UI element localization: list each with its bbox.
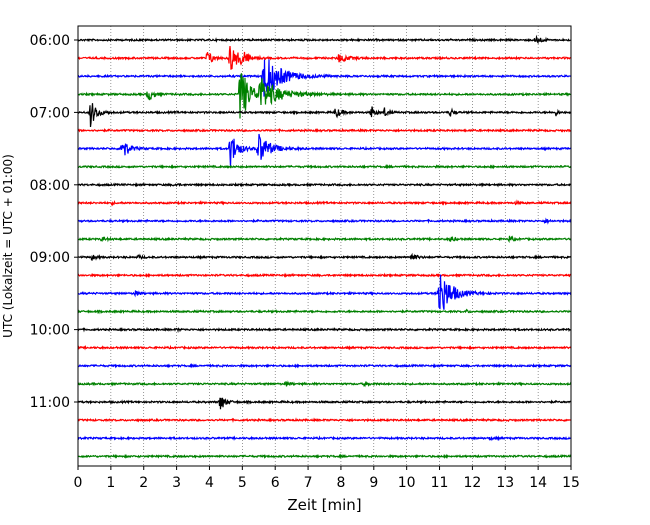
y-ticks: 06:00 07:00 08:00 09:00 10:00 11:00 <box>30 33 78 411</box>
x-tick-label: 7 <box>304 475 313 491</box>
grid-layer <box>110 26 539 466</box>
x-tick-label: 0 <box>74 475 83 491</box>
seismogram-trace-0830 <box>77 217 572 225</box>
x-tick-label: 13 <box>496 475 514 491</box>
y-axis-label: UTC (Lokalzeit = UTC + 01:00) <box>1 154 15 338</box>
seismogram-trace-0900 <box>77 252 572 261</box>
seismogram-trace-0600 <box>77 34 572 45</box>
x-axis-label: Zeit [min] <box>287 496 361 514</box>
x-tick-label: 2 <box>139 475 148 491</box>
y-tick-label: 09:00 <box>30 250 70 266</box>
seismogram-trace-0915 <box>77 272 572 279</box>
x-tick-label: 10 <box>398 475 416 491</box>
seismogram-trace-1000 <box>77 326 572 334</box>
seismogram-trace-0700 <box>77 103 572 128</box>
y-tick-label: 07:00 <box>30 105 70 121</box>
seismogram-trace-0930 <box>77 274 572 310</box>
seismogram-trace-1030 <box>77 362 572 369</box>
x-tick-label: 4 <box>205 475 214 491</box>
x-tick-label: 5 <box>238 475 247 491</box>
seismogram-trace-0845 <box>77 235 572 244</box>
seismogram-trace-1115 <box>77 417 572 423</box>
x-tick-label: 15 <box>562 475 580 491</box>
y-tick-label: 06:00 <box>30 33 70 49</box>
seismogram-trace-1015 <box>77 344 572 351</box>
x-tick-label: 9 <box>369 475 378 491</box>
seismogram-trace-0800 <box>77 181 572 188</box>
x-tick-label: 11 <box>431 475 449 491</box>
trace-layer <box>77 34 572 460</box>
x-tick-label: 8 <box>336 475 345 491</box>
x-tick-label: 14 <box>529 475 547 491</box>
seismogram-trace-0615 <box>77 45 572 70</box>
x-tick-label: 6 <box>271 475 280 491</box>
seismogram-trace-0630 <box>77 59 572 97</box>
x-tick-label: 1 <box>106 475 115 491</box>
seismogram-trace-1145 <box>77 453 572 460</box>
seismogram-trace-0730 <box>77 133 572 168</box>
y-tick-label: 10:00 <box>30 323 70 339</box>
y-tick-label: 11:00 <box>30 395 70 411</box>
plot-frame <box>77 25 572 467</box>
seismogram-trace-0645 <box>77 73 572 119</box>
seismogram-trace-0815 <box>77 199 572 207</box>
seismogram-trace-0715 <box>77 127 572 134</box>
x-ticks: 0 1 2 3 4 5 6 7 8 9 10 11 12 13 14 15 <box>74 466 580 491</box>
y-tick-label: 08:00 <box>30 178 70 194</box>
seismogram-trace-1045 <box>77 380 572 388</box>
seismogram-trace-0745 <box>77 163 572 170</box>
seismogram-trace-1100 <box>77 397 572 410</box>
x-tick-label: 3 <box>172 475 181 491</box>
seismogram-trace-0945 <box>77 308 572 315</box>
seismogram-trace-1130 <box>77 435 572 442</box>
x-tick-label: 12 <box>463 475 481 491</box>
